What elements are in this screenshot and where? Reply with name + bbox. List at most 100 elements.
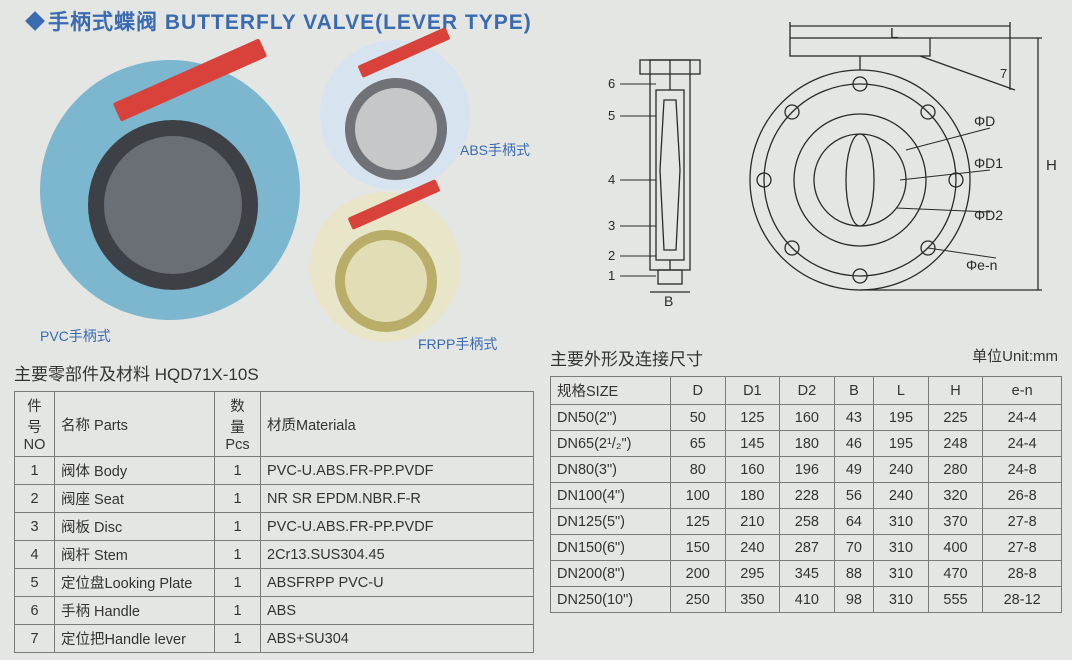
table-row: DN150(6")1502402877031040027-8 (551, 535, 1062, 561)
cell: 240 (725, 535, 780, 561)
parts-heading: 主要零部件及材料 HQD71X-10S (14, 360, 534, 385)
cell: 65 (671, 431, 726, 457)
cell: 6 (15, 597, 55, 625)
svg-text:ΦD2: ΦD2 (974, 207, 1003, 223)
cell: 1 (15, 457, 55, 485)
cell: 56 (834, 483, 874, 509)
cell: NR SR EPDM.NBR.F-R (261, 485, 534, 513)
cell: 310 (874, 509, 929, 535)
table-row: 4 阀杆 Stem 1 2Cr13.SUS304.45 (15, 541, 534, 569)
cell: 24-8 (983, 457, 1062, 483)
cell: 310 (874, 535, 929, 561)
cell: 125 (725, 405, 780, 431)
table-row: DN100(4")1001802285624032026-8 (551, 483, 1062, 509)
cell: 345 (780, 561, 835, 587)
table-row: DN50(2")501251604319522524-4 (551, 405, 1062, 431)
engineering-drawing: B 1 2 3 4 5 6 7 L (560, 20, 1060, 330)
cell: ABS+SU304 (261, 625, 534, 653)
pvc-label: PVC手柄式 (40, 326, 111, 346)
cell: 160 (725, 457, 780, 483)
product-images: PVC手柄式 ABS手柄式 FRPP手柄式 (40, 40, 550, 340)
dims-col: 规格SIZE (551, 377, 671, 405)
svg-text:Φe-n: Φe-n (966, 257, 997, 273)
cell: 27-8 (983, 535, 1062, 561)
table-row: DN80(3")801601964924028024-8 (551, 457, 1062, 483)
cell: 225 (928, 405, 983, 431)
cell: DN50(2") (551, 405, 671, 431)
svg-text:3: 3 (608, 218, 615, 233)
parts-header-row: 件 号 NO 名称 Parts 数 量 Pcs 材质Materiala (15, 392, 534, 457)
parts-col-pcs: 数 量 Pcs (215, 392, 261, 457)
table-row: DN125(5")1252102586431037027-8 (551, 509, 1062, 535)
svg-text:4: 4 (608, 172, 615, 187)
cell: 24-4 (983, 405, 1062, 431)
abs-label: ABS手柄式 (460, 140, 530, 160)
dims-col: D2 (780, 377, 835, 405)
cell: 258 (780, 509, 835, 535)
dims-col: L (874, 377, 929, 405)
cell: 280 (928, 457, 983, 483)
cell: 1 (215, 541, 261, 569)
table-row: 1 阀体 Body 1 PVC-U.ABS.FR-PP.PVDF (15, 457, 534, 485)
cell: 2Cr13.SUS304.45 (261, 541, 534, 569)
table-row: DN65(2¹/₂")651451804619524824-4 (551, 431, 1062, 457)
cell: 46 (834, 431, 874, 457)
cell: 100 (671, 483, 726, 509)
dims-heading: 主要外形及连接尺寸 (550, 345, 1062, 370)
cell: DN100(4") (551, 483, 671, 509)
cell: 196 (780, 457, 835, 483)
cell: DN200(8") (551, 561, 671, 587)
cell: 310 (874, 587, 929, 613)
cell: 320 (928, 483, 983, 509)
cell: 410 (780, 587, 835, 613)
cell: 98 (834, 587, 874, 613)
cell: PVC-U.ABS.FR-PP.PVDF (261, 457, 534, 485)
cell: 195 (874, 431, 929, 457)
cell: 88 (834, 561, 874, 587)
cell: PVC-U.ABS.FR-PP.PVDF (261, 513, 534, 541)
cell: 400 (928, 535, 983, 561)
dims-col: D (671, 377, 726, 405)
cell: 180 (780, 431, 835, 457)
cell: 28-8 (983, 561, 1062, 587)
cell: 180 (725, 483, 780, 509)
cell: 2 (15, 485, 55, 513)
parts-col-name: 名称 Parts (55, 392, 215, 457)
diamond-icon (25, 11, 45, 31)
cell: 145 (725, 431, 780, 457)
cell: ABS (261, 597, 534, 625)
cell: 310 (874, 561, 929, 587)
cell: DN65(2¹/₂") (551, 431, 671, 457)
cell: 24-4 (983, 431, 1062, 457)
dims-col: H (928, 377, 983, 405)
cell: 手柄 Handle (55, 597, 215, 625)
dims-col: D1 (725, 377, 780, 405)
pvc-valve (88, 120, 258, 290)
cell: 250 (671, 587, 726, 613)
cell: 1 (215, 485, 261, 513)
cell: 350 (725, 587, 780, 613)
svg-text:L: L (890, 25, 898, 42)
cell: 5 (15, 569, 55, 597)
cell: 200 (671, 561, 726, 587)
page-title-row: 手柄式蝶阀 BUTTERFLY VALVE(LEVER TYPE) (28, 6, 532, 36)
table-row: 6 手柄 Handle 1 ABS (15, 597, 534, 625)
cell: 160 (780, 405, 835, 431)
svg-text:2: 2 (608, 248, 615, 263)
dims-table: 规格SIZEDD1D2BLHe-n DN50(2")50125160431952… (550, 376, 1062, 613)
cell: 阀座 Seat (55, 485, 215, 513)
cell: 1 (215, 569, 261, 597)
cell: 28-12 (983, 587, 1062, 613)
svg-text:B: B (664, 293, 673, 309)
cell: 1 (215, 513, 261, 541)
dims-section: 主要外形及连接尺寸 规格SIZEDD1D2BLHe-n DN50(2")5012… (550, 345, 1062, 613)
cell: 50 (671, 405, 726, 431)
cell: 150 (671, 535, 726, 561)
cell: 555 (928, 587, 983, 613)
cell: 阀体 Body (55, 457, 215, 485)
cell: 70 (834, 535, 874, 561)
svg-text:6: 6 (608, 76, 615, 91)
frpp-valve (335, 230, 437, 332)
svg-text:ΦD: ΦD (974, 113, 995, 129)
cell: 370 (928, 509, 983, 535)
